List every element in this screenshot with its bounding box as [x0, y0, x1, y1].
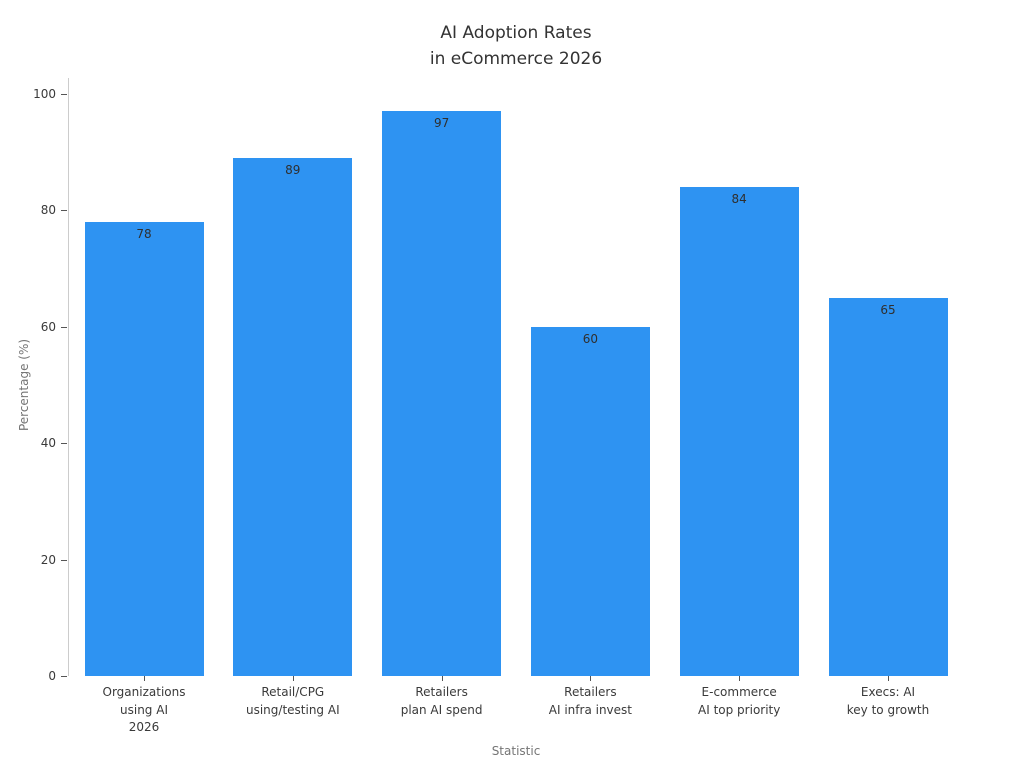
- bar-value-label: 60: [582, 331, 599, 346]
- bar-value-label: 78: [136, 227, 152, 242]
- y-axis-label: Percentage (%): [17, 338, 31, 432]
- x-tick-label: Execs: AI key to growth: [846, 685, 930, 717]
- bar: 60: [530, 326, 650, 676]
- y-tick-mark: [61, 210, 67, 212]
- y-tick-label: 80: [40, 203, 56, 218]
- bar: 78: [84, 222, 204, 676]
- y-tick-label: 100: [33, 87, 56, 101]
- x-tick-mark: [292, 676, 294, 681]
- y-tick-mark: [61, 326, 67, 328]
- x-tick-label: Retail/CPG using/testing AI: [245, 685, 340, 717]
- y-tick-mark: [61, 94, 67, 95]
- x-tick-mark: [144, 676, 145, 681]
- y-tick-mark: [61, 676, 67, 677]
- x-tick-mark: [590, 676, 592, 681]
- y-axis-line: [68, 78, 69, 676]
- bar: 84: [679, 187, 799, 676]
- bar: 65: [828, 297, 948, 676]
- bar-value-label: 84: [731, 192, 747, 207]
- plot-area: 0 20 40 60 80 100 78 89 97 60 84 65 Organizations …: [33, 78, 964, 734]
- x-tick-label: E-commerce AI top priority: [698, 685, 781, 717]
- bar-value-label: 89: [285, 163, 301, 178]
- x-tick-label: Retailers AI infra invest: [548, 685, 632, 717]
- bar: 97: [382, 111, 502, 676]
- y-tick-label: 60: [40, 319, 56, 334]
- x-axis-label: Statistic: [491, 744, 541, 758]
- bar: 89: [233, 158, 353, 676]
- x-tick-label: Organizations using AI 2026: [102, 685, 186, 734]
- y-tick-label: 40: [40, 436, 56, 451]
- y-tick-mark: [61, 443, 67, 445]
- y-tick-label: 0: [48, 669, 56, 683]
- bar-value-label: 97: [433, 116, 450, 131]
- y-tick-label: 20: [40, 552, 56, 567]
- chart-title: AI Adoption Rates in eCommerce 2026: [429, 23, 603, 69]
- x-tick-mark: [888, 676, 889, 681]
- x-tick-mark: [739, 676, 741, 681]
- y-tick-mark: [61, 559, 67, 561]
- x-tick-mark: [441, 676, 443, 681]
- bar-value-label: 65: [880, 302, 896, 317]
- x-tick-label: Retailers plan AI spend: [400, 685, 483, 717]
